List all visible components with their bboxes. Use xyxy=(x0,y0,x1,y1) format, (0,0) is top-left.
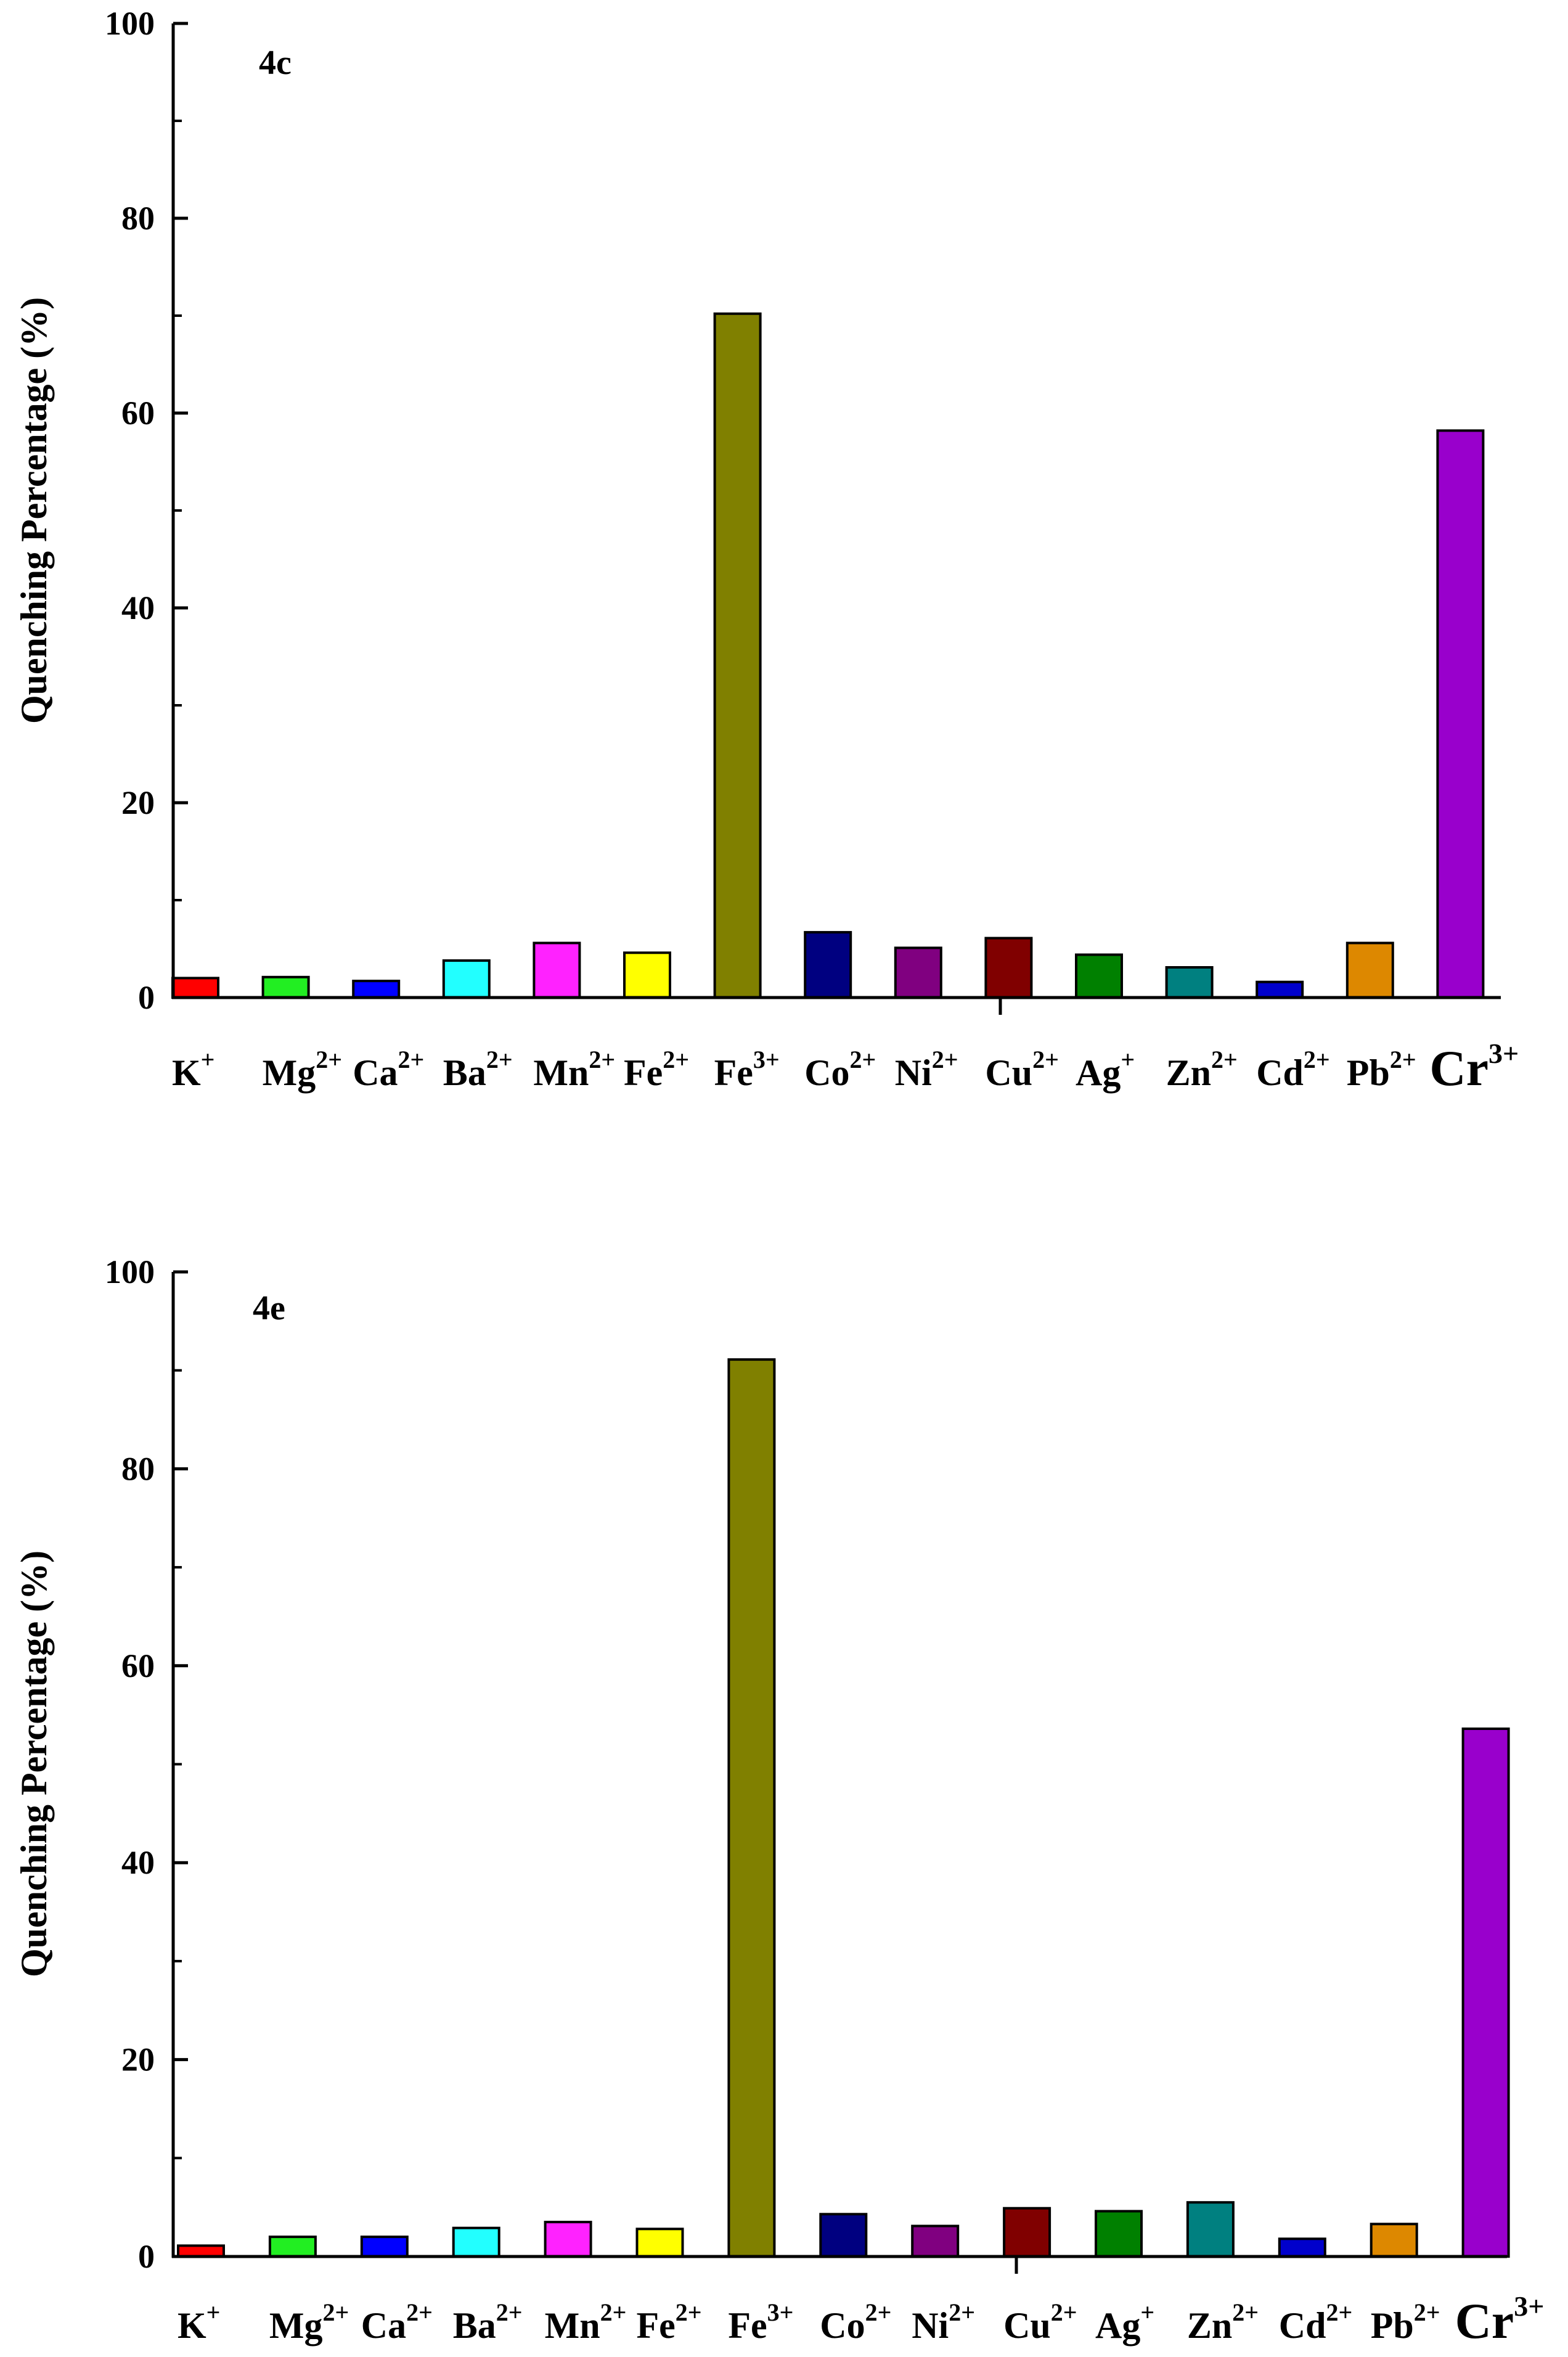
bar-mg-1 xyxy=(261,975,310,999)
bar-mn-4 xyxy=(544,2221,592,2258)
bar-cd-12 xyxy=(1278,2237,1326,2258)
bar-cd-12 xyxy=(1256,980,1304,999)
bar-ba-3 xyxy=(452,2226,500,2258)
x-tick-label-cd: Cd2+ xyxy=(1279,2298,1353,2346)
y-tick-label: 100 xyxy=(105,1253,155,1290)
bar-ca-2 xyxy=(360,2236,409,2258)
x-tick-label-pb: Pb2+ xyxy=(1371,2298,1440,2346)
bar-ni-8 xyxy=(894,946,942,999)
y-tick-label: 0 xyxy=(138,2238,155,2275)
bar-co-7 xyxy=(804,931,852,999)
bar-ni-8 xyxy=(911,2224,960,2258)
bar-cu-9 xyxy=(1003,2207,1051,2258)
bar-ag-10 xyxy=(1075,953,1123,999)
y-tick-label: 20 xyxy=(121,2041,155,2078)
x-tick-label-ba: Ba2+ xyxy=(443,1046,513,1093)
x-tick-label-cu: Cu2+ xyxy=(1003,2298,1077,2346)
x-tick-label-k: K+ xyxy=(178,2298,220,2346)
y-tick-label: 80 xyxy=(121,200,155,237)
x-tick-label-zn: Zn2+ xyxy=(1166,1046,1238,1093)
bar-k-0 xyxy=(177,2244,225,2258)
bar-mn-4 xyxy=(533,941,581,999)
y-tick-label: 100 xyxy=(105,5,155,42)
x-tick-label-ca: Ca2+ xyxy=(361,2298,433,2346)
x-tick-label-co: Co2+ xyxy=(820,2298,891,2346)
y-tick-label: 60 xyxy=(121,395,155,432)
x-tick-label-zn: Zn2+ xyxy=(1187,2298,1259,2346)
x-tick-label-ni: Ni2+ xyxy=(912,2298,975,2346)
bar-co-7 xyxy=(819,2213,868,2258)
x-tick-label-cr: Cr3+ xyxy=(1455,2290,1545,2349)
panel-label: 4e xyxy=(253,1289,285,1327)
x-tick-label-ag: Ag+ xyxy=(1076,1046,1135,1093)
bar-ag-10 xyxy=(1095,2210,1143,2258)
x-tick-label-ca: Ca2+ xyxy=(353,1046,424,1093)
panel-label: 4c xyxy=(259,44,292,82)
bar-cu-9 xyxy=(984,937,1033,999)
y-axis-title: Quenching Percentage (%) xyxy=(14,1551,54,1977)
bar-zn-11 xyxy=(1165,966,1214,999)
x-tick-label-ba: Ba2+ xyxy=(453,2298,523,2346)
bar-ca-2 xyxy=(352,980,401,999)
bar-pb-13 xyxy=(1345,941,1394,999)
y-tick-label: 40 xyxy=(121,1844,155,1881)
bar-pb-13 xyxy=(1370,2223,1418,2258)
bar-fe-5 xyxy=(623,951,671,999)
bar-zn-11 xyxy=(1186,2201,1235,2258)
bar-cr-14 xyxy=(1436,429,1485,999)
bar-fe-6 xyxy=(713,312,762,999)
bar-cr-14 xyxy=(1461,1728,1510,2258)
x-tick-label-fe: Fe3+ xyxy=(728,2298,793,2346)
x-tick-label-cu: Cu2+ xyxy=(985,1046,1059,1093)
chart-panel-4e: 0 20 40 60 80 100 Quenching Percentage (%) 4e K+… xyxy=(14,1253,1544,2349)
x-tick-label-mn: Mn2+ xyxy=(533,1046,615,1093)
y-tick-label: 80 xyxy=(121,1450,155,1487)
x-tick-label-fe: Fe2+ xyxy=(637,2298,702,2346)
x-tick-label-mg: Mg2+ xyxy=(263,1046,342,1093)
chart-panel-4c: 0 20 40 60 80 100 Quenching Percentage (%) 4c K+… xyxy=(14,5,1519,1096)
bar-k-0 xyxy=(171,977,219,999)
x-tick-label-mg: Mg2+ xyxy=(269,2298,349,2346)
y-tick-label: 0 xyxy=(138,979,155,1016)
y-tick-label: 20 xyxy=(121,784,155,821)
bar-fe-6 xyxy=(727,1358,776,2258)
x-tick-label-ni: Ni2+ xyxy=(895,1046,958,1093)
x-tick-label-ag: Ag+ xyxy=(1095,2298,1154,2346)
x-tick-label-fe: Fe2+ xyxy=(624,1046,689,1093)
y-tick-label: 60 xyxy=(121,1647,155,1684)
x-tick-label-cd: Cd2+ xyxy=(1256,1046,1330,1093)
bar-fe-5 xyxy=(635,2228,684,2258)
x-tick-label-pb: Pb2+ xyxy=(1347,1046,1416,1093)
bar-ba-3 xyxy=(442,959,491,999)
x-tick-label-mn: Mn2+ xyxy=(545,2298,627,2346)
bar-mg-1 xyxy=(268,2236,317,2258)
y-axis-title: Quenching Percentage (%) xyxy=(14,297,54,724)
y-tick-label: 40 xyxy=(121,589,155,626)
x-tick-label-fe: Fe3+ xyxy=(714,1046,780,1093)
x-tick-label-cr: Cr3+ xyxy=(1429,1038,1519,1096)
x-tick-label-k: K+ xyxy=(172,1046,214,1093)
x-tick-label-co: Co2+ xyxy=(804,1046,876,1093)
